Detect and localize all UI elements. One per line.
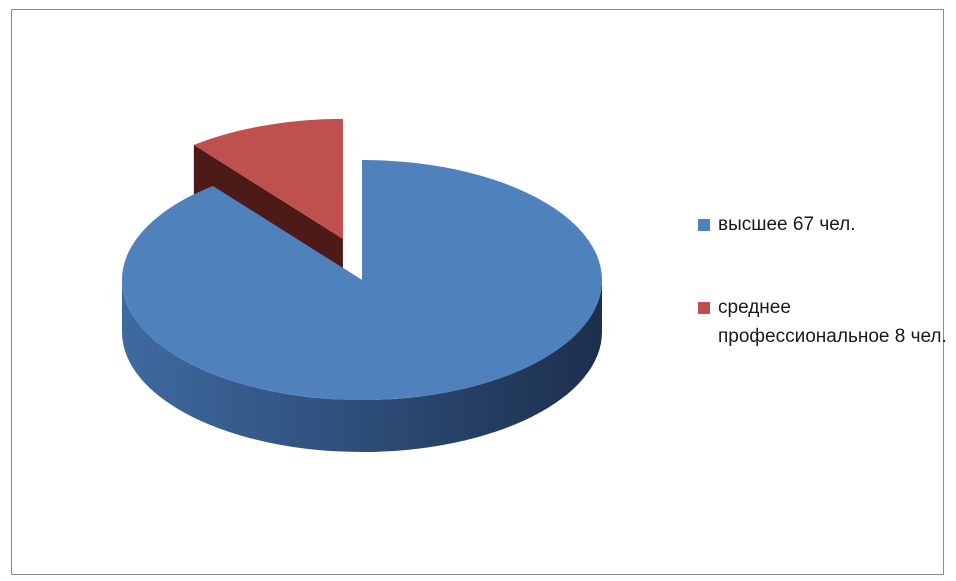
legend: высшее 67 чел. среднее профессиональное …	[698, 210, 953, 351]
legend-item-higher: высшее 67 чел.	[698, 210, 953, 239]
legend-item-secondary-professional: среднее профессиональное 8 чел.	[698, 293, 953, 351]
legend-swatch-higher	[698, 219, 710, 231]
legend-label-secondary-professional: среднее профессиональное 8 чел.	[718, 297, 947, 347]
pie-slice-higher-top	[121, 160, 602, 400]
pie-slice-higher	[121, 160, 602, 452]
pie-slice-secondary-professional-top	[193, 118, 343, 239]
legend-swatch-secondary-professional	[698, 302, 710, 314]
chart-area: высшее 67 чел. среднее профессиональное …	[11, 9, 947, 575]
pie-slice-higher-side	[122, 280, 602, 452]
legend-label-higher: высшее 67 чел.	[718, 214, 856, 235]
pie-chart	[121, 118, 602, 452]
